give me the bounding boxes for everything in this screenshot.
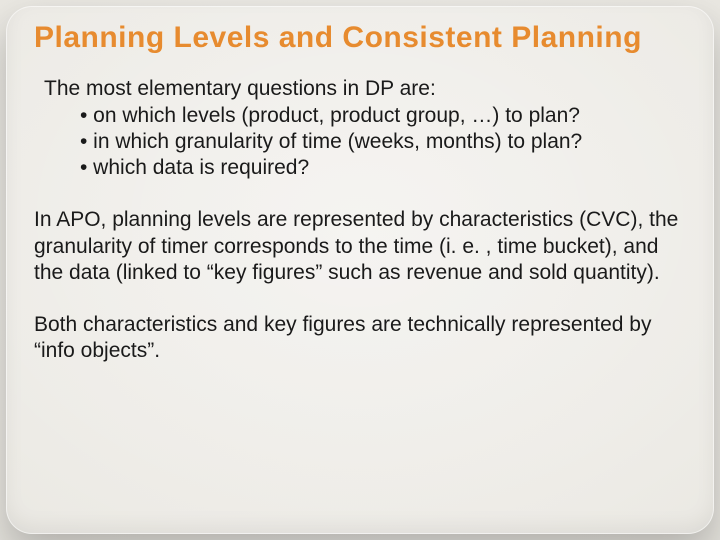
bullet-2: • in which granularity of time (weeks, m… xyxy=(80,129,686,155)
slide: Planning Levels and Consistent Planning … xyxy=(0,0,720,540)
slide-title: Planning Levels and Consistent Planning xyxy=(34,22,686,54)
content-area: Planning Levels and Consistent Planning … xyxy=(34,22,686,518)
paragraph-2: Both characteristics and key figures are… xyxy=(34,312,686,365)
bullet-3: • which data is required? xyxy=(80,155,686,181)
bullet-1: • on which levels (product, product grou… xyxy=(80,103,686,129)
paragraph-1: In APO, planning levels are represented … xyxy=(34,207,686,286)
intro-line: The most elementary questions in DP are: xyxy=(44,76,686,102)
